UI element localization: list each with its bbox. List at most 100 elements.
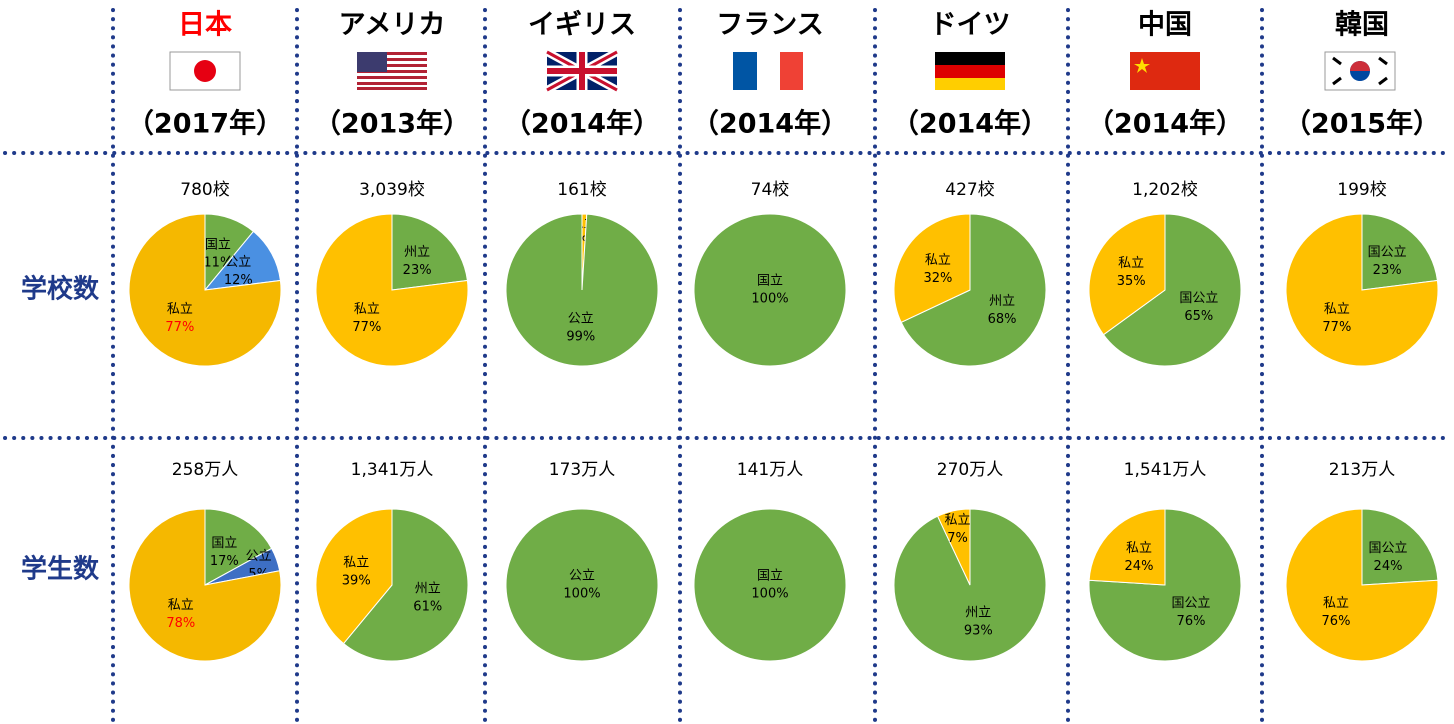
pie-slice (1088, 508, 1242, 662)
slice-value: 77% (352, 320, 381, 335)
pie-title: 141万人 (737, 460, 803, 480)
pie-slice (505, 213, 659, 367)
year-label: （2014年） (892, 108, 1048, 140)
slice-value: 100% (563, 587, 600, 602)
slice-value: 17% (210, 554, 239, 569)
pie-slice (1285, 508, 1439, 662)
slice-value: 100% (751, 292, 788, 307)
slice-label: 私立 (343, 556, 369, 571)
slice-value: 65% (1184, 309, 1213, 324)
slice-label: 国公立 (1172, 596, 1211, 611)
year-label: （2014年） (692, 108, 848, 140)
pie-slice (1088, 508, 1166, 586)
pie-slice (315, 508, 393, 645)
slice-label: 州立 (965, 606, 991, 621)
pie-title: 1,202校 (1132, 180, 1198, 200)
slice-label: 公立 (246, 549, 272, 564)
pie-slice (693, 508, 847, 662)
slice-label: 私立 (945, 513, 971, 528)
flags (169, 48, 1396, 94)
slice-value: 24% (1125, 559, 1154, 574)
slice-label: 公立 (569, 569, 595, 584)
pie-title: 161校 (557, 180, 606, 200)
pie-slice (893, 213, 971, 324)
pie-slice (1361, 508, 1439, 586)
pie-slice (1361, 213, 1438, 291)
pie-title: 74校 (751, 180, 790, 200)
slice-label: 国公立 (1369, 541, 1408, 556)
pie-title: 3,039校 (359, 180, 425, 200)
slice-label: 国立 (757, 274, 783, 289)
slice-label: 州立 (404, 245, 430, 260)
slice-label: 私立 (1118, 256, 1144, 271)
row-label: 学校数 (21, 274, 100, 305)
slice-label: 国立 (205, 238, 231, 253)
slice-value: 93% (964, 624, 993, 639)
slice-value: 32% (923, 271, 952, 286)
country-name: 中国 (1138, 10, 1192, 41)
slice-label: 州立 (415, 581, 441, 596)
slice-value: 23% (1373, 263, 1402, 278)
slice-value: 100% (751, 587, 788, 602)
year-label: （2014年） (504, 108, 660, 140)
pie-slice (128, 508, 282, 662)
slice-label: 国公立 (1368, 245, 1407, 260)
slice-value: 76% (1322, 614, 1351, 629)
grid-lines (3, 8, 1452, 722)
slice-value: 77% (1322, 320, 1351, 335)
slice-label: 私立 (1324, 302, 1350, 317)
pie-slice (505, 508, 659, 662)
pie-title: 427校 (945, 180, 994, 200)
slice-label: 私立 (1323, 596, 1349, 611)
slice-value: 39% (342, 574, 371, 589)
slice-label: 私立 (354, 302, 380, 317)
pie-title: 199校 (1337, 180, 1386, 200)
slice-value: 7% (947, 531, 968, 546)
country-name: イギリス (528, 10, 636, 41)
slice-value: 61% (413, 599, 442, 614)
year-label: （2017年） (127, 108, 283, 140)
slice-label: 公立 (225, 255, 251, 270)
slice-label: 私立 (168, 598, 194, 613)
pie-slice (1285, 213, 1439, 367)
pie-slice (391, 213, 468, 291)
year-label: （2015年） (1284, 108, 1440, 140)
pie-slice (315, 213, 469, 367)
slice-label: 私立 (925, 253, 951, 268)
country-name: フランス (716, 10, 823, 41)
pie-slice (1088, 213, 1166, 336)
slice-label: 私立 (1126, 541, 1152, 556)
slice-value: 68% (988, 312, 1017, 327)
pie-slice (342, 508, 469, 662)
row-label: 学生数 (21, 554, 100, 585)
year-label: （2014年） (1087, 108, 1243, 140)
slice-value: 76% (1177, 614, 1206, 629)
pie-slice (900, 213, 1047, 367)
slice-label: 国立 (757, 569, 783, 584)
pie-slice (204, 508, 273, 586)
slice-value: 23% (403, 263, 432, 278)
pie-title: 173万人 (549, 460, 615, 480)
slice-value: 78% (166, 616, 195, 631)
slice-label: 公立 (568, 311, 594, 326)
slice-value: 24% (1374, 559, 1403, 574)
slice-value: 77% (165, 320, 194, 335)
pie-title: 780校 (180, 180, 229, 200)
country-name: ドイツ (930, 10, 1011, 41)
pie-slice (128, 213, 282, 367)
pie-title: 213万人 (1329, 460, 1395, 480)
pie-slice (1102, 213, 1242, 367)
pie-title: 270万人 (937, 460, 1003, 480)
slice-label: 国立 (211, 536, 237, 551)
pie-title: 1,541万人 (1124, 460, 1207, 480)
pie-slice (936, 508, 971, 586)
slice-label: 国公立 (1179, 291, 1218, 306)
pie-slice (693, 213, 847, 367)
slice-label: 私立 (167, 302, 193, 317)
year-label: （2013年） (314, 108, 470, 140)
country-name: アメリカ (339, 10, 446, 41)
slice-value: 35% (1117, 274, 1146, 289)
country-name: 日本 (178, 10, 232, 41)
country-name: 韓国 (1335, 10, 1389, 41)
